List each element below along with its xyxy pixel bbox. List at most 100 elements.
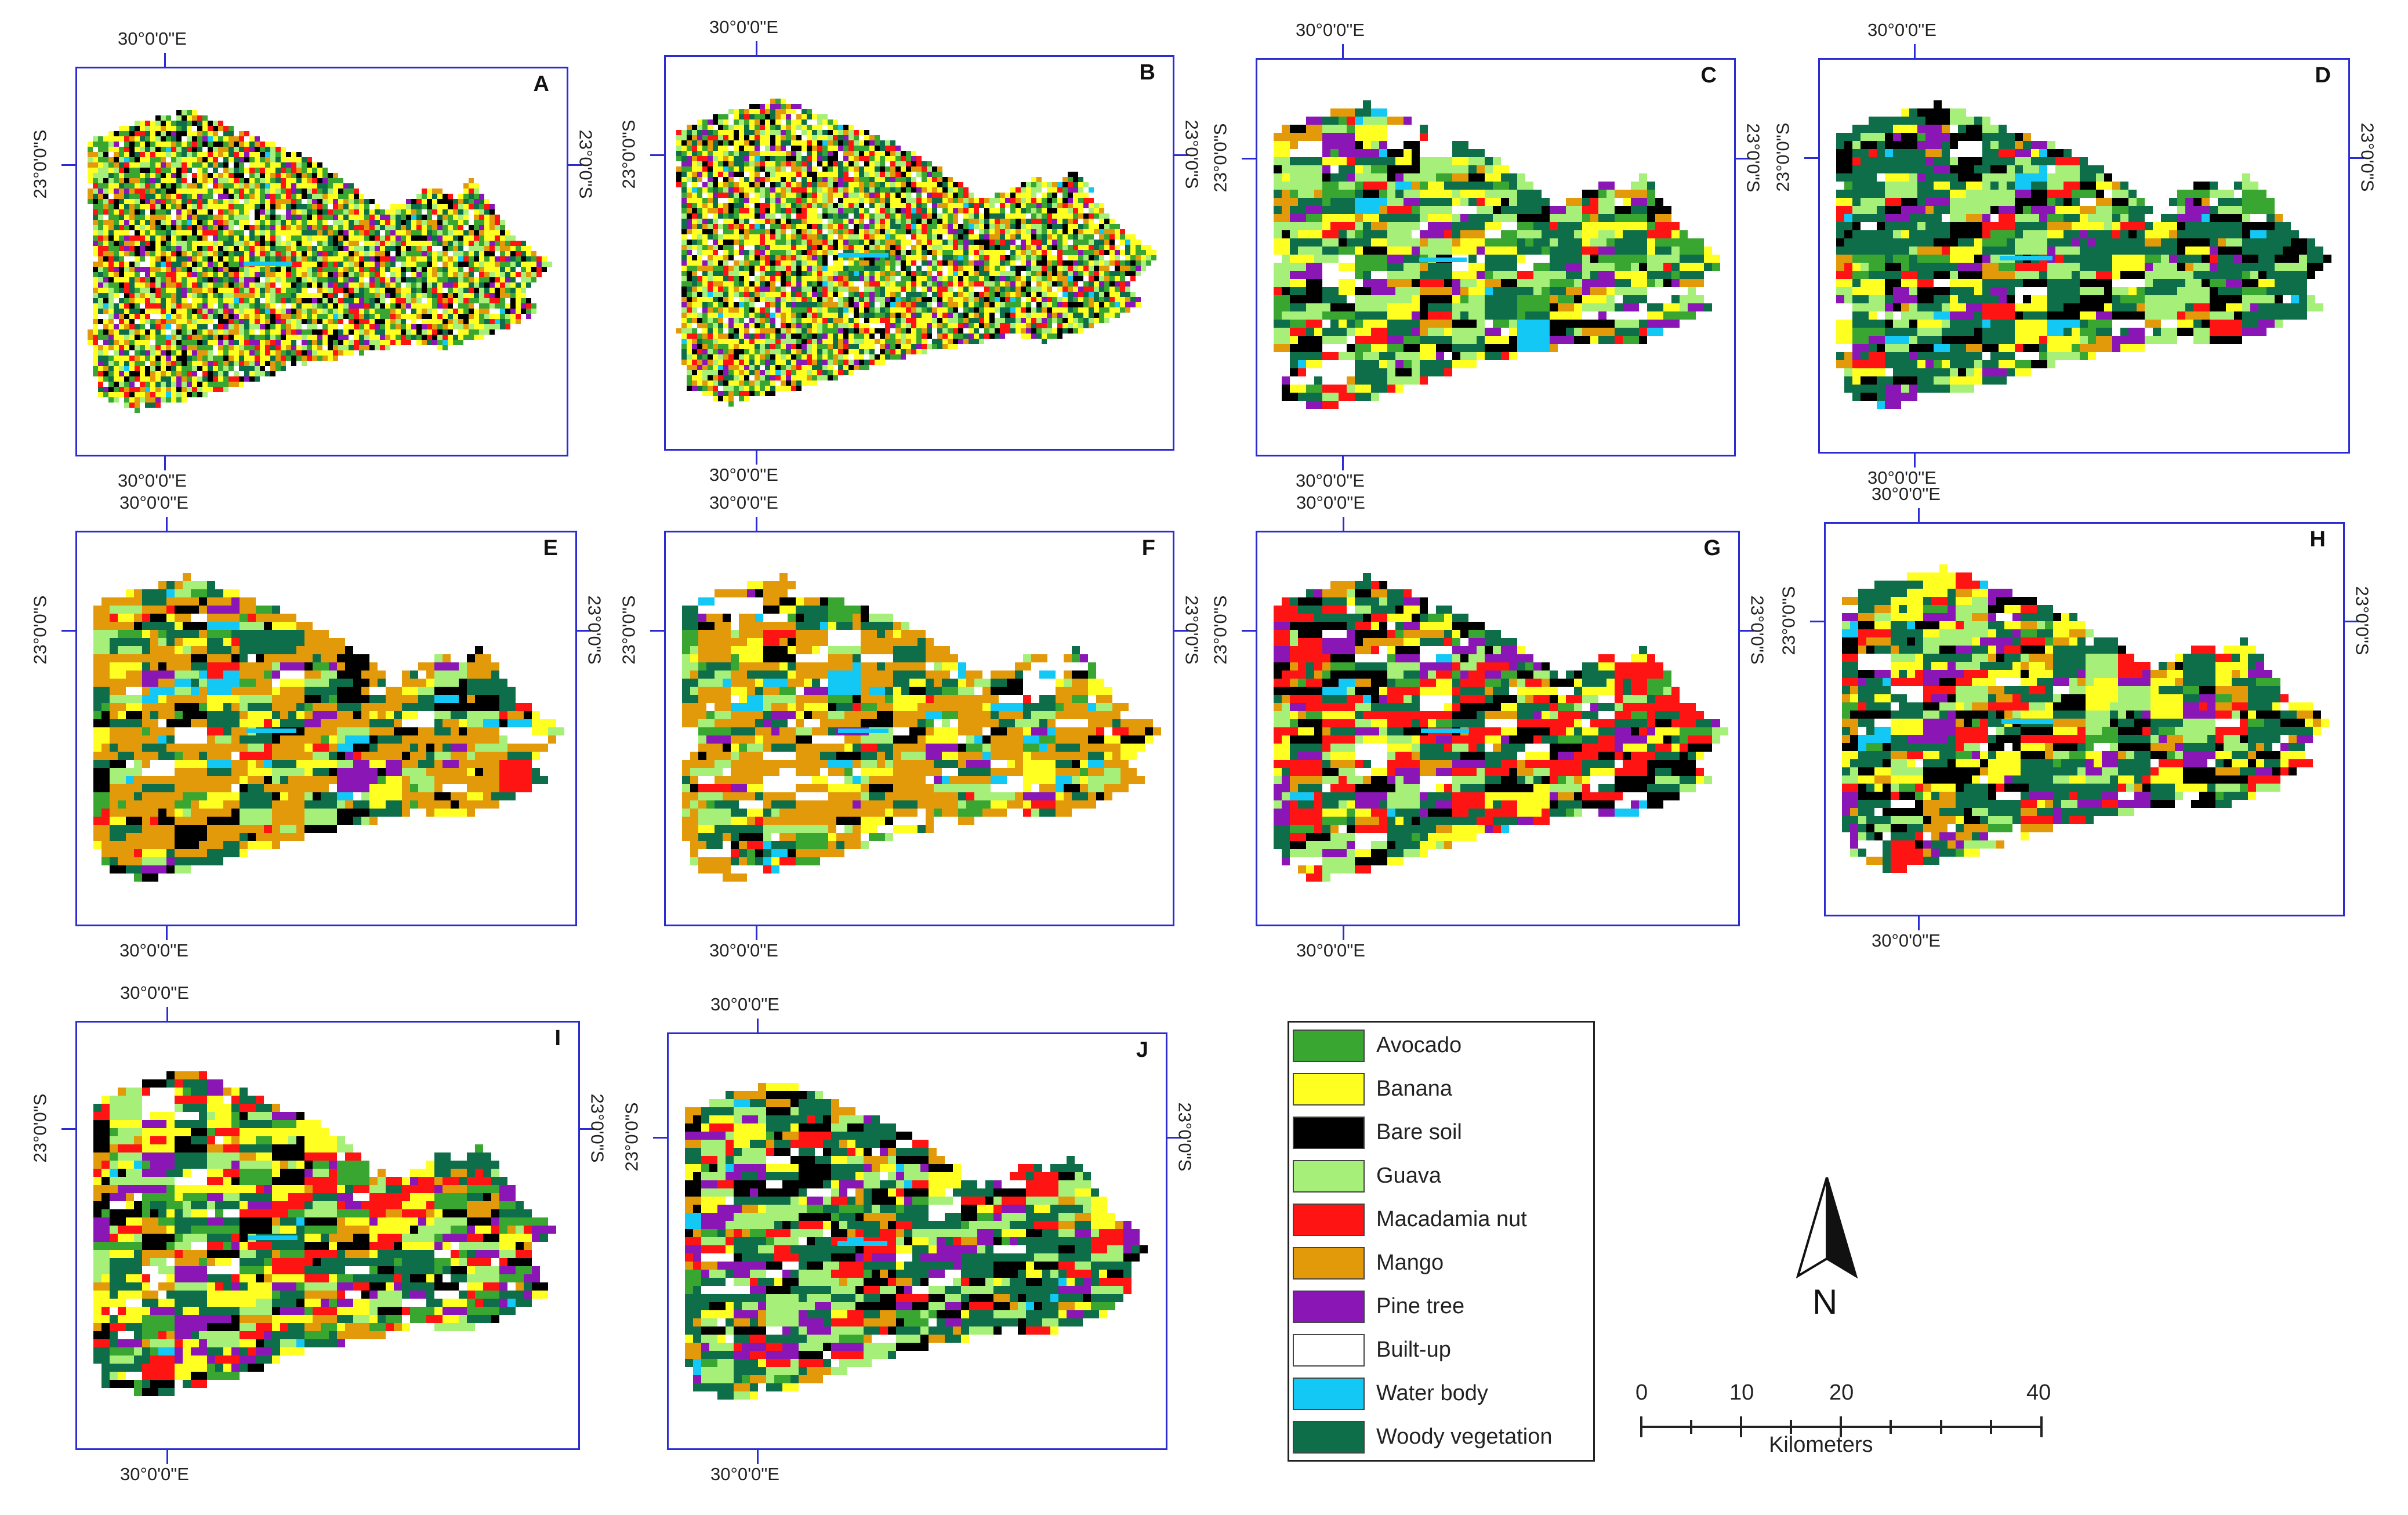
legend-swatch bbox=[1293, 1378, 1365, 1410]
panel-letter: H bbox=[2309, 527, 2326, 552]
scale-unit: Kilometers bbox=[1769, 1433, 1873, 1457]
tick-mark bbox=[1343, 517, 1344, 531]
longitude-label-top: 30°0'0"E bbox=[118, 28, 187, 49]
legend-label: Banana bbox=[1376, 1077, 1453, 1101]
legend-swatch bbox=[1293, 1030, 1365, 1062]
latitude-label-right: 23°0'0"S bbox=[575, 129, 596, 199]
map-panel-i: I bbox=[75, 1021, 580, 1450]
classified-map bbox=[685, 1083, 1148, 1400]
tick-mark bbox=[1914, 454, 1916, 467]
latitude-label-left: 23°0'0"S bbox=[30, 129, 50, 199]
panel-letter: I bbox=[554, 1026, 561, 1050]
longitude-label-top: 30°0'0"E bbox=[1867, 20, 1936, 40]
latitude-label-left: 23°0'0"S bbox=[1778, 586, 1799, 655]
longitude-label-bottom: 30°0'0"E bbox=[709, 940, 778, 961]
longitude-label-top: 30°0'0"E bbox=[710, 994, 779, 1014]
tick-mark bbox=[580, 1128, 594, 1130]
legend-swatch bbox=[1293, 1247, 1365, 1280]
tick-mark bbox=[577, 630, 591, 632]
map-panel-a: A bbox=[75, 67, 568, 456]
north-label: N bbox=[1812, 1282, 1838, 1321]
latitude-label-left: 23°0'0"S bbox=[1772, 122, 1793, 192]
latitude-label-right: 23°0'0"S bbox=[1747, 595, 1768, 665]
map-panel-g: G bbox=[1256, 531, 1740, 926]
longitude-label-top: 30°0'0"E bbox=[1296, 492, 1365, 513]
longitude-label-top: 30°0'0"E bbox=[1296, 20, 1365, 40]
tick-mark bbox=[164, 456, 166, 470]
legend: Avocado Banana Bare soil Guava Macadamia nut… bbox=[1288, 1021, 1595, 1462]
legend-label: Built-up bbox=[1376, 1338, 1451, 1362]
panel-letter: A bbox=[533, 72, 549, 96]
panel-letter: C bbox=[1700, 63, 1717, 88]
tick-mark bbox=[1242, 630, 1256, 632]
longitude-label-bottom: 30°0'0"E bbox=[1867, 467, 1936, 488]
legend-label: Water body bbox=[1376, 1381, 1488, 1405]
classified-map bbox=[1274, 100, 1720, 409]
tick-mark bbox=[166, 517, 168, 531]
latitude-label-left: 23°0'0"S bbox=[621, 1102, 642, 1172]
tick-mark bbox=[1918, 508, 1920, 522]
tick-mark bbox=[2350, 157, 2364, 159]
scale-bar: 0 10 20 40 Kilometers bbox=[1635, 1380, 2051, 1462]
tick-mark bbox=[1736, 158, 1750, 160]
latitude-label-right: 23°0'0"S bbox=[2352, 586, 2373, 655]
classified-map bbox=[1836, 100, 2331, 409]
map-panel-c: C bbox=[1256, 58, 1736, 456]
latitude-label-left: 23°0'0"S bbox=[1210, 595, 1231, 665]
legend-label: Bare soil bbox=[1376, 1120, 1462, 1144]
tick-mark bbox=[568, 164, 582, 166]
tick-mark bbox=[1740, 630, 1754, 632]
longitude-label-top: 30°0'0"E bbox=[709, 492, 778, 513]
tick-mark bbox=[1342, 456, 1344, 470]
tick-mark bbox=[1810, 621, 1824, 622]
scale-tick-0: 0 bbox=[1635, 1380, 1648, 1405]
panel-letter: G bbox=[1703, 536, 1721, 560]
legend-swatch bbox=[1293, 1073, 1365, 1106]
classified-map bbox=[1842, 564, 2329, 873]
map-panel-b: B bbox=[664, 55, 1174, 451]
tick-mark bbox=[650, 154, 664, 156]
longitude-label-bottom: 30°0'0"E bbox=[120, 1464, 189, 1484]
legend-item: Woody vegetation bbox=[1289, 1419, 1593, 1459]
legend-label: Guava bbox=[1376, 1164, 1441, 1188]
longitude-label-bottom: 30°0'0"E bbox=[119, 940, 188, 961]
legend-item: Bare soil bbox=[1289, 1114, 1593, 1155]
latitude-label-right: 23°0'0"S bbox=[2357, 122, 2378, 192]
tick-mark bbox=[1343, 926, 1344, 940]
latitude-label-left: 23°0'0"S bbox=[618, 595, 639, 665]
longitude-label-top: 30°0'0"E bbox=[709, 17, 778, 37]
legend-label: Avocado bbox=[1376, 1033, 1462, 1057]
longitude-label-bottom: 30°0'0"E bbox=[1872, 930, 1941, 951]
latitude-label-left: 23°0'0"S bbox=[618, 119, 639, 189]
legend-item: Pine tree bbox=[1289, 1288, 1593, 1329]
map-panel-d: D bbox=[1818, 58, 2350, 454]
panel-letter: B bbox=[1139, 60, 1155, 85]
legend-item: Guava bbox=[1289, 1158, 1593, 1198]
longitude-label-bottom: 30°0'0"E bbox=[709, 465, 778, 485]
tick-mark bbox=[1804, 157, 1818, 159]
tick-mark bbox=[2345, 621, 2359, 622]
classified-map bbox=[682, 573, 1161, 882]
tick-mark bbox=[1174, 154, 1188, 156]
tick-mark bbox=[650, 630, 664, 632]
tick-mark bbox=[166, 1007, 168, 1021]
tick-mark bbox=[756, 926, 757, 940]
classified-map bbox=[93, 1071, 564, 1396]
tick-mark bbox=[1914, 44, 1916, 58]
legend-label: Macadamia nut bbox=[1376, 1207, 1527, 1231]
longitude-label-bottom: 30°0'0"E bbox=[710, 1464, 779, 1484]
legend-swatch bbox=[1293, 1291, 1365, 1323]
tick-mark bbox=[1918, 916, 1920, 930]
longitude-label-bottom: 30°0'0"E bbox=[1296, 470, 1365, 491]
scale-tick-20: 20 bbox=[1829, 1380, 1854, 1405]
longitude-label-top: 30°0'0"E bbox=[1872, 484, 1941, 504]
longitude-label-top: 30°0'0"E bbox=[120, 983, 189, 1003]
panel-letter: F bbox=[1141, 536, 1155, 560]
tick-mark bbox=[1174, 630, 1188, 632]
tick-mark bbox=[756, 41, 757, 55]
legend-swatch bbox=[1293, 1160, 1365, 1193]
map-panel-h: H bbox=[1824, 522, 2345, 916]
latitude-label-right: 23°0'0"S bbox=[1181, 595, 1202, 665]
longitude-label-bottom: 30°0'0"E bbox=[118, 470, 187, 491]
legend-item: Water body bbox=[1289, 1375, 1593, 1416]
